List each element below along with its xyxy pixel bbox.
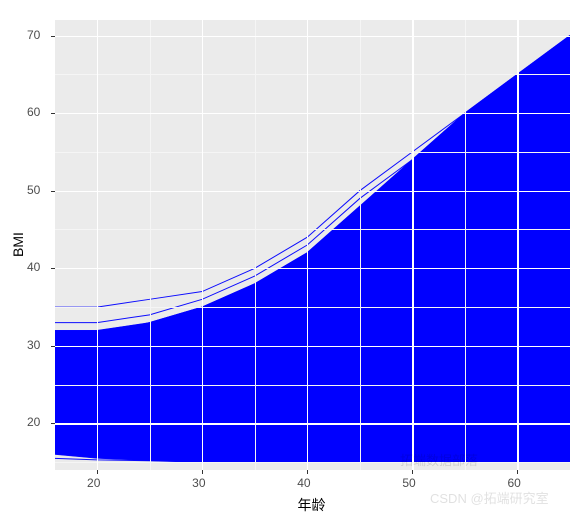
watermark-2: CSDN @拓端研究室	[430, 488, 549, 507]
chart-container: 2030405060203040506070 BMI 年龄 拓端数据部落 CSD…	[0, 0, 588, 515]
y-tick-label: 60	[27, 105, 40, 119]
x-axis-title: 年龄	[298, 495, 326, 515]
x-tick-label: 40	[297, 476, 310, 490]
y-tick-label: 20	[27, 415, 40, 429]
x-tick-label: 20	[87, 476, 100, 490]
x-tick-label: 60	[507, 476, 520, 490]
y-tick-label: 40	[27, 260, 40, 274]
x-tick-label: 30	[192, 476, 205, 490]
y-tick-label: 30	[27, 338, 40, 352]
plot-area	[55, 20, 570, 470]
y-tick-label: 50	[27, 183, 40, 197]
x-tick-label: 50	[402, 476, 415, 490]
y-axis-title: BMI	[10, 232, 26, 257]
y-tick-label: 70	[27, 28, 40, 42]
